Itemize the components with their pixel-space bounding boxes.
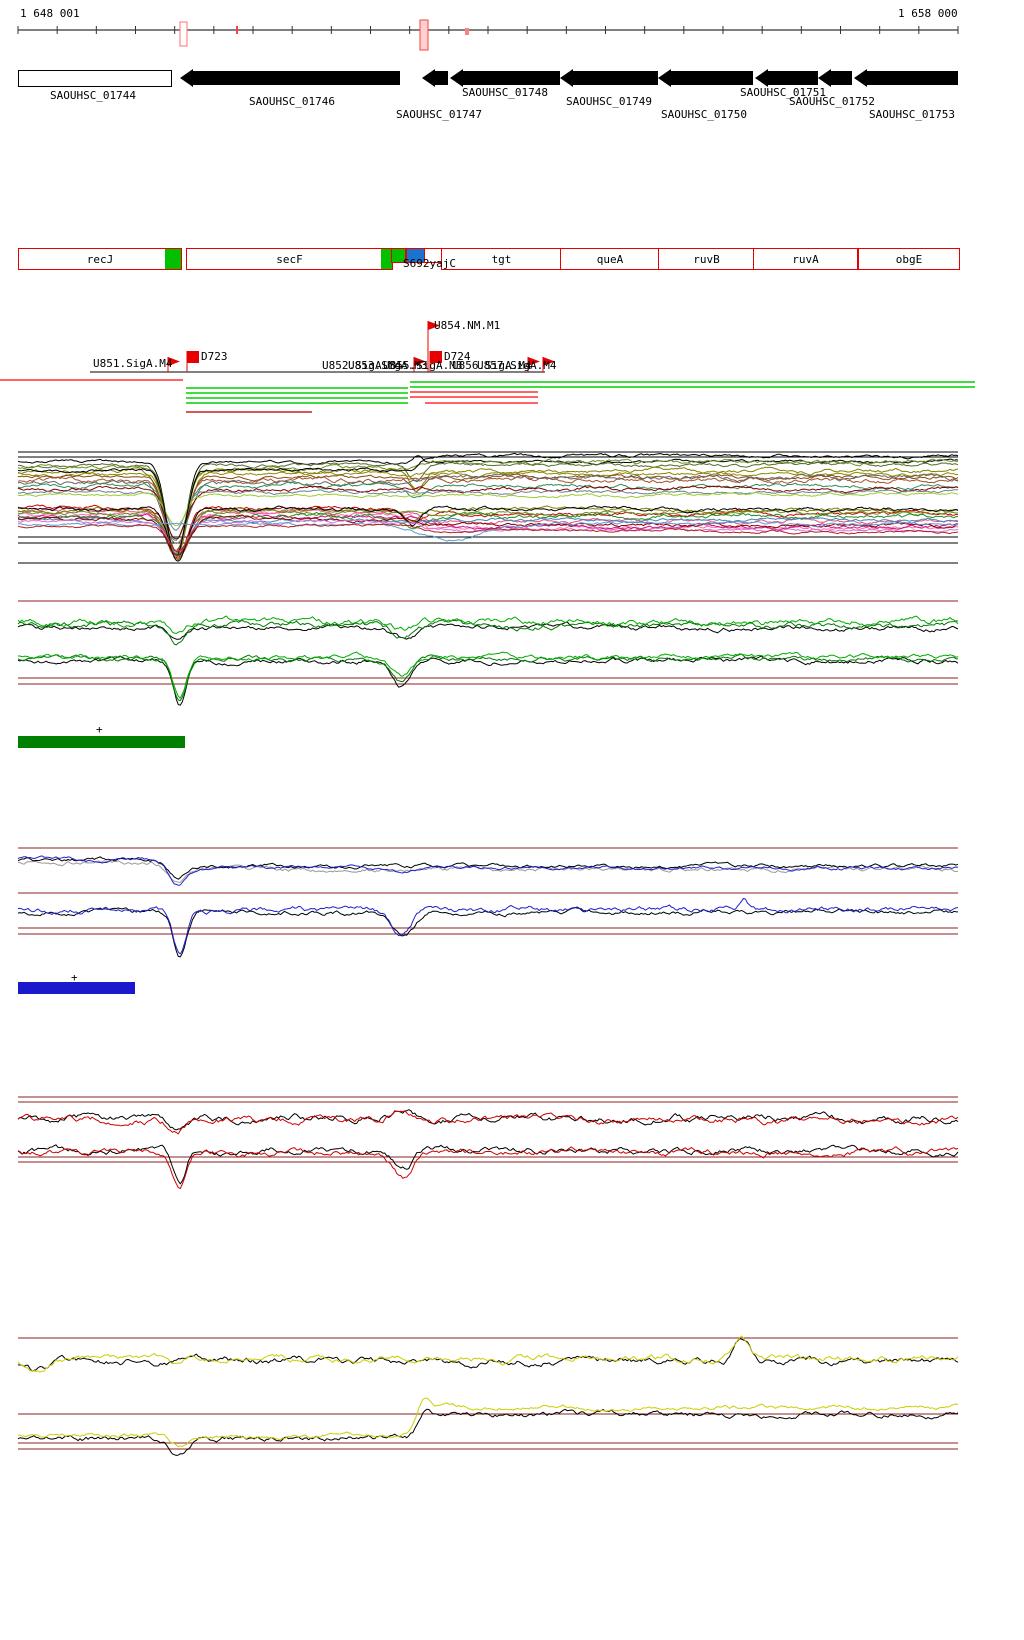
gene-arrow[interactable] bbox=[670, 71, 753, 85]
operon-label: secF bbox=[276, 252, 303, 266]
operon-green-segment bbox=[165, 249, 181, 269]
gene-label: SAOUHSC_01753 bbox=[868, 108, 956, 121]
gene-arrow-head bbox=[450, 69, 463, 87]
gene-arrow[interactable] bbox=[434, 71, 448, 85]
gene-arrow-head bbox=[658, 69, 671, 87]
flag-label: U855.SigA.M3 bbox=[383, 359, 463, 372]
operon-box[interactable]: recJ bbox=[18, 248, 182, 270]
operon-label: S692yajC bbox=[403, 257, 456, 270]
gene-arrow-head bbox=[854, 69, 867, 87]
strand-symbol: + bbox=[71, 971, 78, 984]
strand-bar[interactable] bbox=[18, 736, 185, 748]
gene-open-box[interactable] bbox=[18, 70, 172, 87]
flag-label: D723 bbox=[201, 350, 228, 363]
gene-label: SAOUHSC_01748 bbox=[461, 86, 549, 99]
gene-arrow[interactable] bbox=[462, 71, 560, 85]
operon-label: queA bbox=[596, 252, 624, 266]
gene-arrow-head bbox=[560, 69, 573, 87]
flag-label: U856.SigA.M4 bbox=[452, 359, 532, 372]
gene-label: SAOUHSC_01751 bbox=[739, 86, 827, 99]
gene-arrow-head bbox=[422, 69, 435, 87]
gene-label: SAOUHSC_01747 bbox=[395, 108, 483, 121]
flag-label: U851.SigA.M4 bbox=[93, 357, 173, 370]
flag-label: U852.SigA.M4 bbox=[322, 359, 402, 372]
gene-label: SAOUHSC_01744 bbox=[49, 89, 137, 102]
operon-green-segment bbox=[381, 249, 392, 269]
gene-arrow[interactable] bbox=[572, 71, 658, 85]
flag-label: D724 bbox=[444, 350, 471, 363]
operon-label: ruvB bbox=[693, 252, 720, 266]
gene-label: SAOUHSC_01749 bbox=[565, 95, 653, 108]
gene-label: SAOUHSC_01750 bbox=[660, 108, 748, 121]
ruler-end-label: 1 658 000 bbox=[898, 7, 958, 20]
gene-arrow-head bbox=[755, 69, 768, 87]
gene-arrow-head bbox=[818, 69, 831, 87]
gene-arrow[interactable] bbox=[866, 71, 958, 85]
operon-box[interactable] bbox=[391, 248, 406, 263]
gene-arrow-head bbox=[180, 69, 193, 87]
operon-label: obgE bbox=[895, 252, 923, 266]
operon-box[interactable]: obgE bbox=[858, 248, 960, 270]
gene-label: SAOUHSC_01746 bbox=[248, 95, 336, 108]
flag-label: U853.SigA.M3 bbox=[348, 359, 428, 372]
operon-box[interactable]: secF bbox=[186, 248, 393, 270]
operon-box[interactable]: ruvA bbox=[753, 248, 858, 270]
gene-arrow[interactable] bbox=[767, 71, 818, 85]
operon-label: tgt bbox=[491, 252, 512, 266]
flag-label: U857.SigA.M4 bbox=[477, 359, 557, 372]
operon-label: ruvA bbox=[792, 252, 819, 266]
strand-bar[interactable] bbox=[18, 982, 135, 994]
gene-arrow[interactable] bbox=[830, 71, 852, 85]
ruler-start-label: 1 648 001 bbox=[20, 7, 80, 20]
gene-arrow[interactable] bbox=[192, 71, 400, 85]
operon-box[interactable]: ruvB bbox=[658, 248, 755, 270]
strand-symbol: + bbox=[96, 723, 103, 736]
gene-label: SAOUHSC_01752 bbox=[788, 95, 876, 108]
operon-label: recJ bbox=[86, 252, 114, 266]
flag-label: U854.NM.M1 bbox=[434, 319, 501, 332]
operon-box[interactable]: tgt bbox=[441, 248, 562, 270]
